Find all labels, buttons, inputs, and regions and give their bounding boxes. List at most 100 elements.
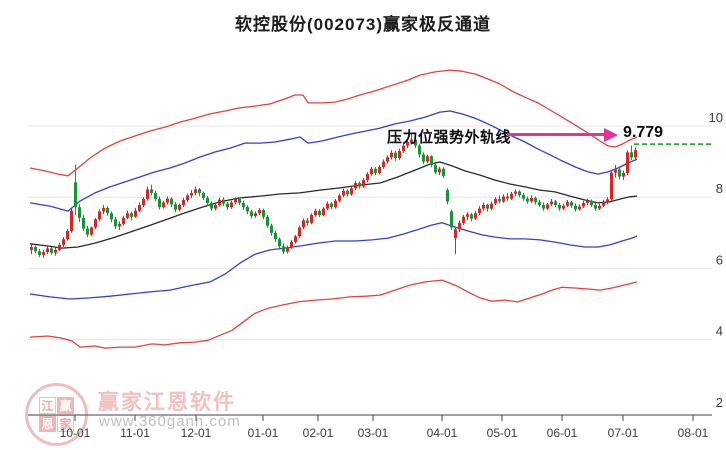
candle-body: [298, 227, 301, 237]
candle-body: [74, 182, 77, 208]
candle-body: [482, 205, 485, 209]
candle-body: [214, 205, 217, 209]
candle-body: [378, 166, 381, 173]
candle-body: [374, 168, 377, 173]
x-tick-label: 03-01: [358, 426, 389, 440]
candle-body: [310, 215, 313, 223]
candle-body: [134, 210, 137, 217]
candle-body: [234, 198, 237, 203]
candle-body: [306, 220, 309, 223]
candle-body: [250, 211, 253, 217]
candle-body: [294, 236, 297, 243]
candle-body: [562, 205, 565, 209]
candle-body: [274, 232, 277, 240]
candle-body: [370, 168, 373, 175]
candle-body: [438, 168, 441, 173]
watermark-seal-char: 江: [39, 397, 56, 414]
y-tick-label: 8: [716, 181, 723, 196]
candle-body: [458, 222, 461, 230]
candle-body: [594, 205, 597, 209]
candle-body: [586, 200, 589, 203]
candle-body: [398, 150, 401, 159]
candle-body: [626, 152, 629, 173]
candle-body: [358, 182, 361, 187]
candle-body: [382, 161, 385, 167]
candle-body: [554, 201, 557, 206]
candle-body: [254, 213, 257, 217]
candle-body: [450, 211, 453, 228]
candle-body: [630, 152, 633, 158]
candle-body: [454, 229, 457, 239]
candle-body: [330, 203, 333, 208]
candle-body: [362, 180, 365, 187]
candle-body: [302, 220, 305, 228]
candle-body: [50, 248, 53, 253]
x-tick-label: 06-01: [547, 426, 578, 440]
candle-body: [98, 211, 101, 220]
candle-body: [78, 207, 81, 218]
page-title: 软控股份(002073)赢家极反通道: [234, 15, 492, 34]
candle-body: [114, 219, 117, 227]
candle-body: [126, 213, 129, 218]
band-lower-outer-red: [29, 279, 638, 349]
candle-body: [546, 204, 549, 209]
candle-body: [94, 219, 97, 228]
candle-body: [122, 217, 125, 224]
candle-body: [266, 216, 269, 226]
x-tick-label: 02-01: [303, 426, 334, 440]
candle-body: [474, 213, 477, 219]
candle-body: [498, 198, 501, 202]
x-tick-label: 10-01: [60, 426, 91, 440]
candle-body: [494, 198, 497, 204]
y-tick-label: 4: [716, 324, 723, 339]
candle-body: [622, 172, 625, 177]
candle-body: [270, 225, 273, 233]
candle-body: [146, 189, 149, 199]
candle-body: [314, 210, 317, 215]
candle-body: [38, 251, 41, 255]
candle-body: [618, 169, 621, 177]
candle-body: [462, 216, 465, 223]
candle-body: [402, 145, 405, 151]
candle-body: [102, 207, 105, 212]
pressure-line-value: 9.779: [623, 124, 664, 141]
candle-body: [506, 196, 509, 199]
candle-body: [86, 228, 89, 235]
candle-body: [258, 210, 261, 214]
candle-body: [346, 190, 349, 195]
candle-body: [326, 203, 329, 209]
candle-body: [90, 227, 93, 235]
band-upper-outer-red: [29, 69, 638, 177]
candle-body: [478, 208, 481, 214]
candle-body: [230, 202, 233, 208]
candle-body: [182, 200, 185, 206]
candle-body: [354, 182, 357, 189]
candle-body: [582, 202, 585, 207]
candle-body: [542, 205, 545, 209]
candle-body: [286, 247, 289, 252]
candle-body: [186, 195, 189, 201]
candle-body: [466, 214, 469, 217]
candle-body: [150, 189, 153, 193]
candle-body: [282, 246, 285, 252]
candle-body: [406, 142, 409, 146]
candle-body: [430, 156, 433, 166]
candle-body: [386, 157, 389, 162]
candle-body: [530, 197, 533, 202]
candle-body: [54, 249, 57, 253]
candle-body: [30, 247, 33, 250]
annotation-arrowhead-icon: [604, 127, 618, 142]
candle-body: [170, 198, 173, 205]
candle-body: [246, 207, 249, 212]
candle-body: [470, 214, 473, 219]
candle-body: [70, 210, 73, 232]
candle-body: [598, 205, 601, 209]
candle-body: [110, 213, 113, 220]
candle-body: [194, 189, 197, 193]
candle-body: [510, 193, 513, 199]
candle-body: [262, 210, 265, 217]
candle-body: [238, 198, 241, 203]
candle-body: [534, 197, 537, 203]
band-lower-inner-blue: [29, 222, 638, 300]
candle-body: [210, 202, 213, 209]
